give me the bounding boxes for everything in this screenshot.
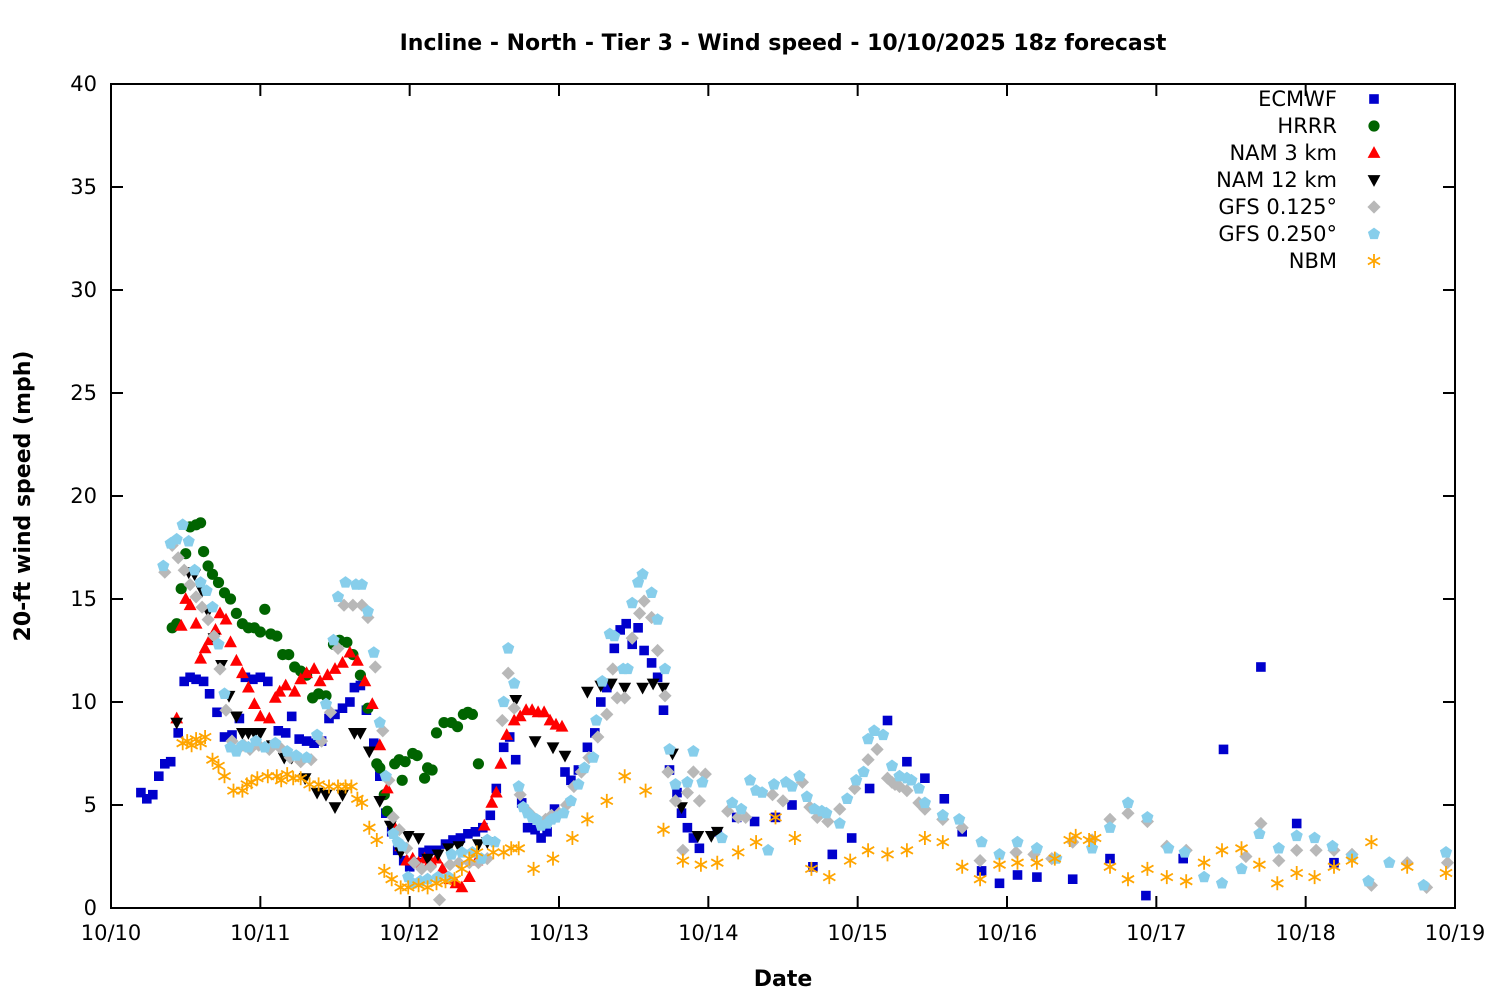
x-tick-label: 10/16 [977,921,1038,945]
legend-item-nbm: NBM [1289,249,1381,273]
legend-item-gfs-0-125: GFS 0.125° [1218,195,1381,219]
legend-label: GFS 0.250° [1218,222,1337,246]
legend-label: ECMWF [1258,87,1337,111]
legend-label: NAM 12 km [1216,168,1337,192]
series-hrrr [166,517,484,817]
legend-item-nam-3-km: NAM 3 km [1229,141,1381,165]
x-tick-label: 10/14 [678,921,739,945]
x-tick-label: 10/15 [827,921,888,945]
legend-label: NAM 3 km [1229,141,1337,165]
y-tick-label: 10 [70,690,97,714]
legend: ECMWF HRRR NAM 3 km NAM 12 km GFS 0.125° GFS … [1216,87,1381,273]
y-tick-label: 20 [70,484,97,508]
series-ecmwf [136,618,1339,901]
y-tick-label: 35 [70,175,97,199]
legend-label: HRRR [1277,114,1337,138]
data-series-layer [136,517,1455,907]
x-tick-label: 10/10 [81,921,142,945]
y-tick-label: 15 [70,587,97,611]
chart-title: Incline - North - Tier 3 - Wind speed - … [400,31,1167,56]
legend-item-hrrr: HRRR [1277,114,1380,138]
x-tick-label: 10/19 [1425,921,1486,945]
series-gfs-0-125 [158,538,1455,907]
legend-item-gfs-0-250: GFS 0.250° [1218,222,1381,246]
y-tick-label: 5 [84,793,97,817]
y-tick-label: 30 [70,278,97,302]
legend-label: NBM [1289,249,1337,273]
x-tick-label: 10/17 [1126,921,1187,945]
y-tick-label: 25 [70,381,97,405]
x-tick-label: 10/12 [379,921,440,945]
series-gfs-0-250 [157,518,1453,891]
legend-item-nam-12-km: NAM 12 km [1216,168,1381,192]
legend-item-ecmwf: ECMWF [1258,87,1379,111]
x-tick-label: 10/11 [230,921,291,945]
y-axis-label: 20-ft wind speed (mph) [11,351,36,642]
x-tick-label: 10/18 [1275,921,1336,945]
series-nam-3-km [170,592,569,893]
y-tick-label: 40 [70,72,97,96]
y-tick-label: 0 [84,896,97,920]
series-nbm [176,730,1453,895]
legend-label: GFS 0.125° [1218,195,1337,219]
x-tick-label: 10/13 [529,921,590,945]
axes: 10/10 10/11 10/12 10/13 10/14 10/15 10/16 10/17… [70,72,1485,945]
x-axis-label: Date [754,967,813,992]
